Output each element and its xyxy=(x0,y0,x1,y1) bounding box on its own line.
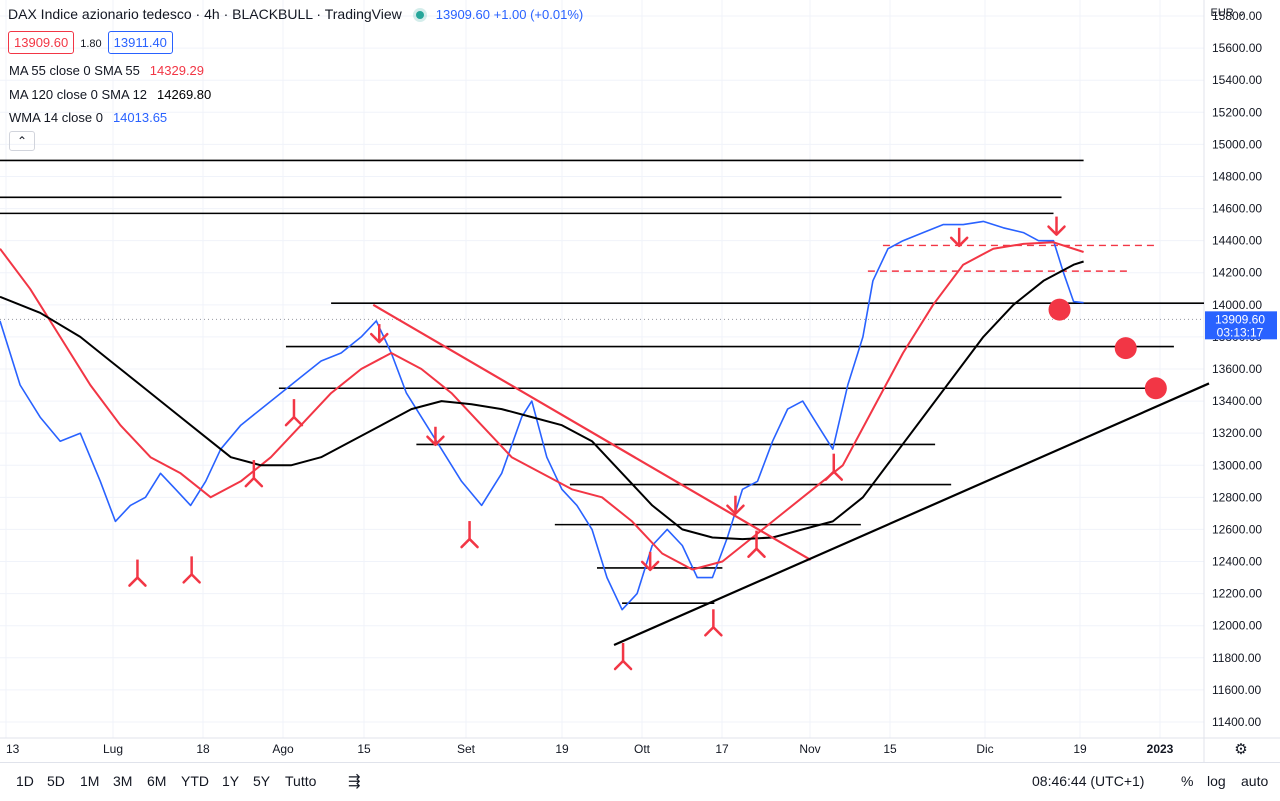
x-tick-label: Ago xyxy=(272,742,294,756)
log-scale-toggle[interactable]: log xyxy=(1207,773,1226,789)
y-tick-label: 12000.00 xyxy=(1212,619,1262,633)
range-6m-button[interactable]: 6M xyxy=(147,773,166,789)
x-tick-label: 19 xyxy=(1073,742,1087,756)
market-open-icon xyxy=(416,11,424,19)
sell-price-button[interactable]: 13909.60 xyxy=(8,31,74,54)
target-dot-marker xyxy=(1115,337,1137,359)
trendline xyxy=(614,383,1209,645)
y-tick-label: 14800.00 xyxy=(1212,169,1262,183)
y-tick-label: 14000.00 xyxy=(1212,298,1262,312)
chevron-up-icon: ⌃ xyxy=(17,134,27,148)
y-tick-label: 11400.00 xyxy=(1212,715,1261,729)
clock-time: 08:46:44 (UTC+1) xyxy=(1032,773,1144,789)
indicator-label: MA 120 close 0 SMA 12 xyxy=(9,87,147,102)
collapse-legend-button[interactable]: ⌃ xyxy=(9,131,35,151)
indicator-label: MA 55 close 0 SMA 55 xyxy=(9,63,140,78)
y-tick-label: 12600.00 xyxy=(1212,522,1262,536)
y-tick-label: 13400.00 xyxy=(1212,394,1262,408)
x-tick-label: Lug xyxy=(103,742,123,756)
y-tick-label: 12800.00 xyxy=(1212,490,1262,504)
x-tick-label: 15 xyxy=(357,742,371,756)
y-tick-label: 13000.00 xyxy=(1212,458,1262,472)
y-tick-label: 11600.00 xyxy=(1212,683,1261,697)
x-tick-label: Set xyxy=(457,742,476,756)
indicator-value: 14013.65 xyxy=(113,110,167,125)
auto-scale-toggle[interactable]: auto xyxy=(1241,773,1268,789)
indicator-ma55[interactable]: MA 55 close 0 SMA 55 14329.29 xyxy=(9,63,204,78)
currency-label: EUR xyxy=(1210,7,1233,19)
x-tick-label: 17 xyxy=(715,742,729,756)
x-tick-label: 15 xyxy=(883,742,897,756)
trendline xyxy=(373,305,810,560)
y-tick-label: 15400.00 xyxy=(1212,73,1262,87)
y-tick-label: 15000.00 xyxy=(1212,137,1262,151)
range-all-button[interactable]: Tutto xyxy=(285,773,316,789)
indicator-value: 14269.80 xyxy=(157,87,211,102)
range-5y-button[interactable]: 5Y xyxy=(253,773,270,789)
bid-ask-row: 13909.60 1.80 13911.40 xyxy=(8,31,173,54)
range-3m-button[interactable]: 3M xyxy=(113,773,132,789)
indicator-wma14[interactable]: WMA 14 close 0 14013.65 xyxy=(9,110,167,125)
y-tick-label: 15600.00 xyxy=(1212,41,1262,55)
x-tick-label: Ott xyxy=(634,742,651,756)
up-arrow-icon xyxy=(749,549,765,557)
x-tick-label: 18 xyxy=(196,742,210,756)
up-arrow-icon xyxy=(246,478,262,486)
up-arrow-icon xyxy=(705,627,721,635)
indicator-ma120[interactable]: MA 120 close 0 SMA 12 14269.80 xyxy=(9,87,211,102)
chart-header: DAX Indice azionario tedesco · 4h · BLAC… xyxy=(8,6,583,22)
range-5d-button[interactable]: 5D xyxy=(47,773,65,789)
x-tick-label: 2023 xyxy=(1147,742,1174,756)
buy-price-button[interactable]: 13911.40 xyxy=(108,31,173,54)
up-arrow-icon xyxy=(286,417,302,425)
price-tag-value: 13909.60 xyxy=(1215,312,1265,326)
series-line-ma55 xyxy=(0,242,1084,569)
y-tick-label: 14600.00 xyxy=(1212,202,1262,216)
go-to-date-icon[interactable]: ⇶ xyxy=(348,772,361,790)
spread-value: 1.80 xyxy=(80,38,101,50)
bottom-toolbar: 1D 5D 1M 3M 6M YTD 1Y 5Y Tutto ⇶ 08:46:4… xyxy=(0,762,1280,801)
y-tick-label: 14400.00 xyxy=(1212,234,1262,248)
chart-title: DAX Indice azionario tedesco · 4h · BLAC… xyxy=(8,6,402,22)
x-tick-label: Dic xyxy=(976,742,993,756)
x-tick-label: Nov xyxy=(799,742,820,756)
currency-selector[interactable]: EUR ⌄ xyxy=(1210,6,1246,19)
y-tick-label: 12400.00 xyxy=(1212,555,1262,569)
up-arrow-icon xyxy=(129,578,145,586)
indicator-label: WMA 14 close 0 xyxy=(9,110,103,125)
y-tick-label: 15200.00 xyxy=(1212,105,1262,119)
range-1y-button[interactable]: 1Y xyxy=(222,773,239,789)
range-1d-button[interactable]: 1D xyxy=(16,773,34,789)
series-line-wma14 xyxy=(0,221,1084,609)
chevron-down-icon: ⌄ xyxy=(1237,7,1246,19)
settings-gear-icon[interactable]: ⚙ xyxy=(1234,741,1247,758)
y-tick-label: 13600.00 xyxy=(1212,362,1262,376)
up-arrow-icon xyxy=(615,661,631,669)
y-tick-label: 12200.00 xyxy=(1212,587,1262,601)
indicator-value: 14329.29 xyxy=(150,63,204,78)
last-quote: 13909.60 +1.00 (+0.01%) xyxy=(436,7,583,22)
y-tick-label: 14200.00 xyxy=(1212,266,1262,280)
x-tick-label: 13 xyxy=(6,742,20,756)
price-tag-countdown: 03:13:17 xyxy=(1217,325,1264,339)
range-1m-button[interactable]: 1M xyxy=(80,773,99,789)
range-ytd-button[interactable]: YTD xyxy=(181,773,209,789)
percent-scale-toggle[interactable]: % xyxy=(1181,773,1193,789)
y-tick-label: 13200.00 xyxy=(1212,426,1262,440)
target-dot-marker xyxy=(1145,377,1167,399)
up-arrow-icon xyxy=(826,472,842,480)
target-dot-marker xyxy=(1049,299,1071,321)
x-tick-label: 19 xyxy=(555,742,569,756)
up-arrow-icon xyxy=(184,574,200,582)
y-tick-label: 11800.00 xyxy=(1212,651,1261,665)
up-arrow-icon xyxy=(462,539,478,547)
